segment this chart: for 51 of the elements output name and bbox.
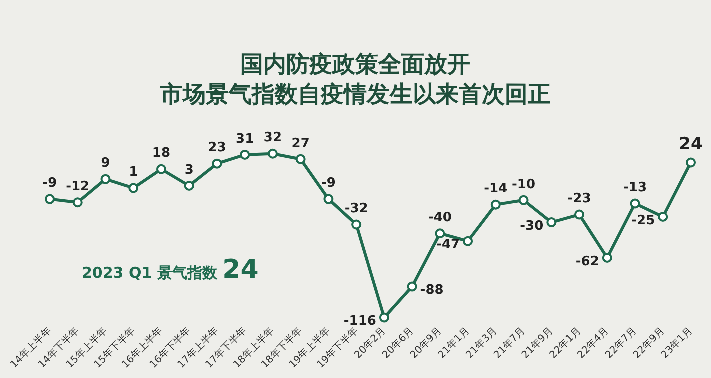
point bbox=[296, 154, 306, 164]
data-label: -14 bbox=[484, 182, 508, 197]
point bbox=[490, 200, 501, 210]
data-label: 9 bbox=[101, 156, 110, 172]
point bbox=[45, 194, 55, 204]
point bbox=[72, 198, 83, 208]
data-label: -9 bbox=[321, 176, 336, 192]
data-label: 24 bbox=[679, 134, 703, 155]
point bbox=[128, 183, 139, 194]
point bbox=[100, 174, 111, 184]
data-label: -116 bbox=[344, 314, 376, 330]
point bbox=[658, 212, 668, 222]
data-label: -12 bbox=[66, 179, 90, 194]
data-label: 32 bbox=[264, 130, 282, 146]
point bbox=[630, 198, 640, 209]
chart-title: 国内防疫政策全面放开 bbox=[240, 51, 472, 80]
annotation: 2023 Q1 景气指数 24 bbox=[82, 255, 259, 285]
point bbox=[546, 218, 557, 228]
point bbox=[212, 158, 222, 169]
point bbox=[240, 150, 250, 160]
point bbox=[435, 228, 446, 239]
data-label: 31 bbox=[236, 132, 254, 147]
chart-subtitle: 市场景气指数自疫情发生以来首次回正 bbox=[159, 81, 552, 110]
point bbox=[184, 180, 194, 191]
data-label: -40 bbox=[428, 210, 452, 226]
data-label: -32 bbox=[344, 202, 368, 217]
point bbox=[156, 164, 166, 174]
data-label: 1 bbox=[129, 165, 138, 180]
data-label: 18 bbox=[152, 146, 171, 162]
point bbox=[379, 312, 390, 323]
data-label: -23 bbox=[568, 192, 592, 207]
data-label: -88 bbox=[420, 283, 444, 298]
data-label: -62 bbox=[576, 254, 600, 270]
data-label: -13 bbox=[624, 180, 648, 196]
data-label: -30 bbox=[520, 218, 544, 234]
data-label: -9 bbox=[42, 176, 58, 192]
point bbox=[574, 210, 585, 220]
data-label: 3 bbox=[184, 162, 194, 178]
point bbox=[268, 148, 278, 159]
point bbox=[686, 158, 696, 168]
point bbox=[602, 252, 612, 263]
point bbox=[352, 220, 362, 230]
point bbox=[324, 194, 334, 204]
data-label: -47 bbox=[436, 238, 460, 253]
data-label: -25 bbox=[632, 213, 656, 228]
point bbox=[518, 195, 529, 206]
data-label: 27 bbox=[292, 136, 310, 152]
point bbox=[407, 282, 418, 292]
point bbox=[463, 236, 474, 246]
data-label: -10 bbox=[512, 177, 536, 192]
data-label: 23 bbox=[208, 140, 226, 156]
